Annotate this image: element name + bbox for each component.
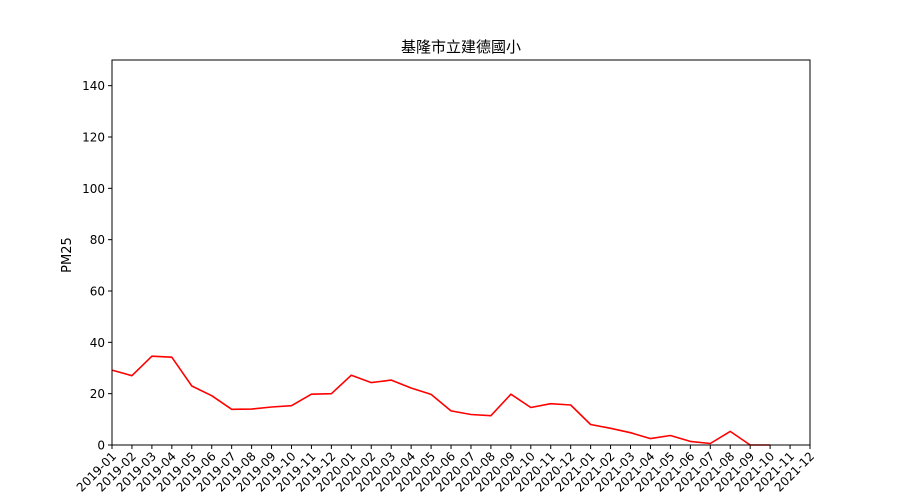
data-point	[191, 385, 193, 387]
y-tick-label: 80	[90, 233, 105, 247]
data-point	[330, 393, 332, 395]
y-tick-label: 100	[82, 182, 105, 196]
data-point	[550, 403, 552, 405]
data-point	[270, 406, 272, 408]
data-point	[390, 379, 392, 381]
data-point	[669, 434, 671, 436]
chart-title: 基隆市立建德國小	[401, 38, 521, 56]
data-point	[151, 355, 153, 357]
y-axis-ticks: 0 20 40 60 80 100 120 140	[82, 79, 112, 453]
data-point	[290, 405, 292, 407]
data-point	[470, 413, 472, 415]
y-tick-label: 40	[90, 336, 105, 350]
data-point	[211, 395, 213, 397]
y-tick-label: 120	[82, 131, 105, 145]
data-point	[490, 415, 492, 417]
data-point	[370, 381, 372, 383]
y-axis-label: PM25	[60, 237, 75, 273]
data-point	[131, 375, 133, 377]
data-point	[629, 432, 631, 434]
data-point	[609, 427, 611, 429]
y-tick-label: 0	[97, 439, 105, 453]
data-point	[231, 408, 233, 410]
y-tick-label: 60	[90, 285, 105, 299]
data-point	[430, 393, 432, 395]
data-point	[649, 437, 651, 439]
x-axis-ticks: 2019-012019-022019-032019-042019-052019-…	[74, 445, 817, 495]
series-line	[111, 355, 771, 446]
data-point	[570, 404, 572, 406]
data-point	[350, 374, 352, 376]
y-tick-label: 140	[82, 79, 105, 93]
data-point	[510, 393, 512, 395]
y-tick-label: 20	[90, 387, 105, 401]
data-point	[250, 408, 252, 410]
series-layer	[111, 355, 771, 446]
data-point	[530, 406, 532, 408]
data-point	[689, 440, 691, 442]
plot-frame	[111, 59, 811, 446]
data-point	[450, 410, 452, 412]
data-point	[171, 356, 173, 358]
data-point	[589, 423, 591, 425]
data-point	[709, 442, 711, 444]
data-point	[310, 393, 312, 395]
data-point	[410, 387, 412, 389]
data-point	[729, 430, 731, 432]
